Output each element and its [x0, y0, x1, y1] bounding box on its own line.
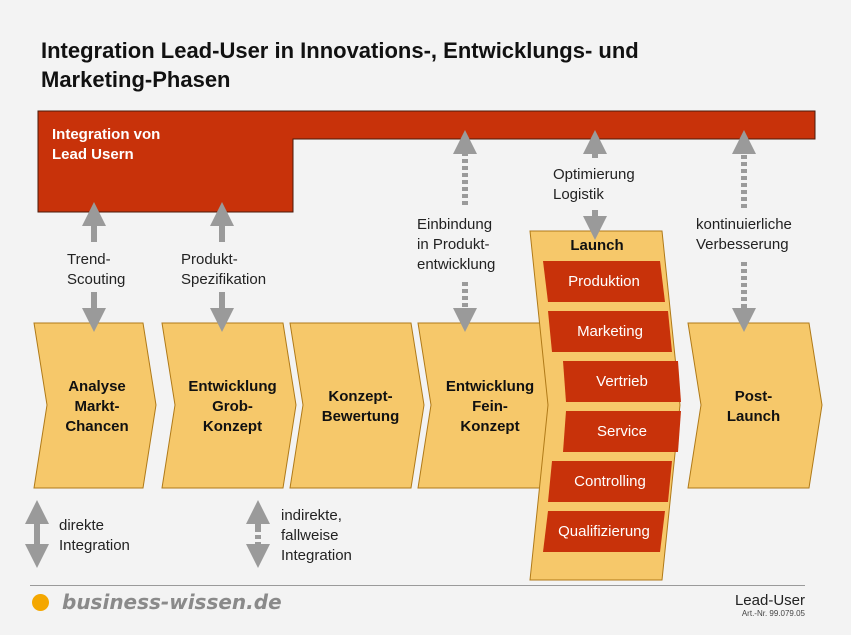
phase-chevron-grobkonzept	[161, 322, 297, 489]
connector-label-kontinuierliche-verbesserung: kontinuierliche Verbesserung	[696, 215, 792, 255]
launch-title: Launch	[570, 237, 624, 254]
connector-line: in Produkt-	[417, 236, 490, 253]
doc-title: Lead-User	[734, 592, 805, 609]
phase-line: Konzept-	[328, 388, 393, 405]
logo-dot-icon	[32, 594, 49, 611]
footer-logo: business-wissen.de	[62, 590, 282, 614]
phase-line: Analyse	[68, 378, 126, 395]
phase-label-postlaunch: Post- Launch	[701, 387, 806, 427]
phase-line: Grob-	[212, 398, 253, 415]
connector-label-produkt-spezifikation: Produkt- Spezifikation	[181, 250, 266, 290]
connector-line: Logistik	[553, 186, 604, 203]
legend-line: direkte	[59, 517, 105, 534]
connector-line: Verbesserung	[696, 236, 789, 253]
phase-line: Bewertung	[321, 408, 400, 425]
phase-line: Entwicklung	[188, 378, 277, 395]
phase-label-analyse: Analyse Markt- Chancen	[47, 377, 147, 437]
phase-line: Konzept	[202, 418, 263, 435]
launch-item-produktion: Produktion	[568, 273, 640, 290]
phase-line: Markt-	[74, 398, 120, 415]
connector-line: Optimierung	[553, 166, 635, 183]
doc-number: Art.-Nr. 99.079.05	[741, 609, 805, 618]
phase-chevron-bewertung	[289, 322, 425, 489]
launch-item-box-produktion	[543, 261, 665, 302]
lead-user-line-2: Lead Usern	[52, 146, 134, 163]
launch-item-marketing: Marketing	[577, 323, 643, 340]
phase-chevron-postlaunch	[687, 322, 823, 489]
footer-doc-info: Lead-User Art.-Nr. 99.079.05	[735, 592, 805, 618]
connector-label-optimierung-logistik: Optimierung Logistik	[553, 165, 635, 205]
legend-line: Integration	[59, 537, 130, 554]
legend-line: Integration	[281, 547, 352, 564]
launch-item-vertrieb: Vertrieb	[596, 373, 648, 390]
phase-line: Post-	[734, 388, 773, 405]
phase-line: Chancen	[65, 418, 129, 435]
phase-label-bewertung: Konzept- Bewertung	[303, 387, 418, 427]
legend-line: indirekte,	[281, 507, 342, 524]
phase-label-grobkonzept: Entwicklung Grob- Konzept	[175, 377, 290, 437]
phase-line: Fein-	[472, 398, 508, 415]
phase-line: Konzept	[460, 418, 520, 435]
connector-line: Einbindung	[417, 216, 493, 233]
connector-line: Trend-	[67, 251, 111, 268]
lead-user-label: Integration von Lead Usern	[52, 125, 160, 165]
phase-chevron-analyse	[33, 322, 157, 489]
connector-line: entwicklung	[417, 256, 496, 273]
launch-item-box-qualifizierung	[543, 511, 665, 552]
connector-line: Spezifikation	[181, 271, 267, 288]
lead-user-box	[37, 110, 816, 213]
legend-indirect-label: indirekte, fallweise Integration	[281, 506, 352, 566]
connector-line: Produkt-	[181, 251, 238, 268]
launch-item-box-controlling	[548, 461, 672, 502]
launch-item-controlling: Controlling	[574, 473, 646, 490]
title-line-1: Integration Lead-User in Innovations-, E…	[41, 38, 639, 63]
launch-item-box-marketing	[548, 311, 672, 352]
connector-line: kontinuierliche	[696, 216, 792, 233]
phase-label-feinkonzept: Entwicklung Fein- Konzept	[431, 377, 549, 437]
connector-label-einbindung: Einbindung in Produkt- entwicklung	[417, 215, 495, 275]
diagram-title: Integration Lead-User in Innovations-, E…	[41, 36, 801, 94]
phase-line: Launch	[726, 408, 781, 425]
connector-label-trend-scouting: Trend- Scouting	[67, 250, 125, 290]
launch-item-qualifizierung: Qualifizierung	[558, 523, 650, 540]
phase-line: Entwicklung	[445, 378, 535, 395]
connector-line: Scouting	[67, 271, 126, 288]
launch-item-box-vertrieb	[563, 361, 681, 402]
title-line-2: Marketing-Phasen	[41, 67, 231, 92]
footer-divider	[30, 585, 805, 586]
lead-user-line-1: Integration von	[52, 126, 161, 143]
legend-line: fallweise	[281, 527, 339, 544]
legend-direct-label: direkte Integration	[59, 516, 130, 556]
launch-item-service: Service	[596, 423, 648, 440]
launch-item-box-service	[563, 411, 681, 452]
